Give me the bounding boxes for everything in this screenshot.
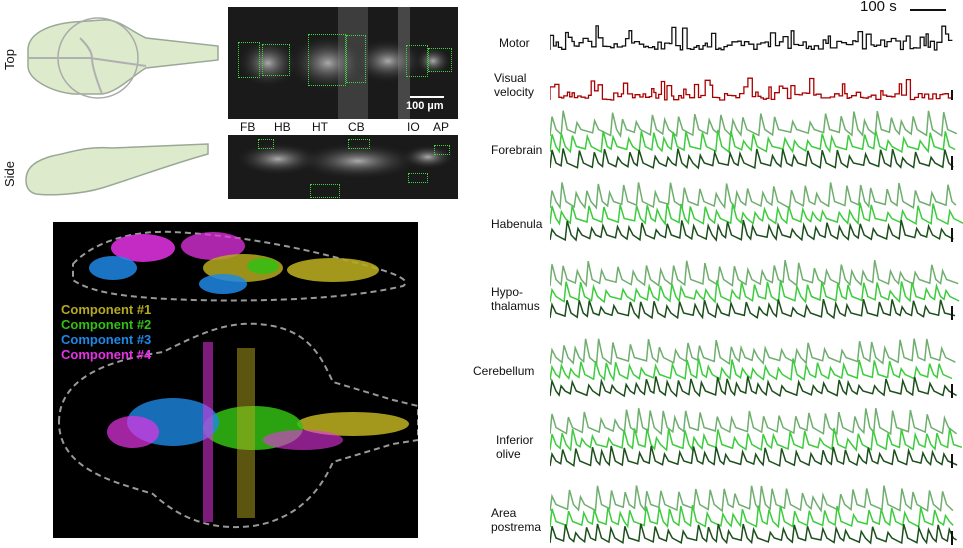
row-label-forebrain: Forebrain — [491, 143, 543, 157]
trace-cerebellum-dark — [550, 376, 957, 398]
roi-habenula — [262, 44, 290, 76]
trace-motor — [550, 25, 953, 51]
trace-hypothalamus-dark — [550, 298, 956, 320]
trace-area-postrema-dark — [550, 523, 957, 545]
abbrev-cb: CB — [348, 120, 365, 134]
trace-inferior-olive-light — [550, 408, 958, 436]
scalebar-label: 100 µm — [406, 100, 444, 112]
abbrev-io: IO — [407, 120, 420, 134]
trace-cerebellum-light — [550, 338, 956, 366]
trace-hypothalamus-mid — [550, 280, 960, 304]
abbrev-hb: HB — [274, 120, 291, 134]
time-scalebar-line — [910, 9, 946, 11]
roi-side-forebrain — [258, 139, 274, 149]
abbrev-ht: HT — [312, 120, 328, 134]
component-map — [57, 230, 418, 529]
scalebar-line — [410, 96, 444, 98]
fish-top-schematic — [27, 17, 219, 99]
trace-habenula-light — [550, 182, 957, 210]
row-label-visual-velocity: Visual velocity — [494, 71, 534, 99]
component-legend: Component #1 Component #2 Component #3 C… — [61, 302, 151, 362]
trace-visual-velocity — [550, 77, 953, 101]
row-label-hypothalamus: Hypo- thalamus — [491, 285, 540, 313]
row-label-area-postrema: Area postrema — [491, 506, 542, 534]
row-label-motor: Motor — [499, 36, 530, 50]
trace-habenula-dark — [550, 219, 954, 242]
roi-forebrain — [238, 42, 260, 78]
roi-side-io — [408, 173, 428, 183]
trace-forebrain-mid — [550, 129, 956, 154]
trace-area-postrema-mid — [550, 505, 954, 529]
legend-component-1: Component #1 — [61, 302, 152, 317]
trace-inferior-olive-dark — [550, 445, 958, 467]
trace-forebrain-light — [550, 110, 958, 139]
fish-side-schematic — [25, 143, 209, 196]
abbrev-fb: FB — [240, 120, 256, 134]
visual-label: Visual velocity — [494, 71, 535, 99]
roi-inferior-olive — [406, 45, 428, 77]
row-label-inferior-olive: Inferior olive — [496, 433, 534, 461]
roi-side-ap — [434, 145, 450, 155]
legend-component-3: Component #3 — [61, 332, 152, 347]
legend-component-2: Component #2 — [61, 317, 152, 332]
trace-forebrain-dark — [550, 148, 954, 170]
trace-cerebellum-mid — [550, 358, 953, 382]
trace-inferior-olive-mid — [550, 427, 963, 452]
roi-area-postrema — [428, 48, 452, 72]
micrograph-side-signal — [236, 143, 454, 179]
row-label-habenula: Habenula — [491, 217, 543, 231]
time-scalebar-label: 100 s — [860, 0, 897, 15]
row-label-cerebellum: Cerebellum — [473, 364, 535, 378]
abbrev-ap: AP — [433, 120, 450, 134]
micrograph-side — [228, 135, 458, 199]
side-view-label: Side — [2, 160, 17, 187]
activity-traces — [550, 25, 963, 545]
micrograph-top: 100 µm — [228, 7, 458, 119]
trace-area-postrema-light — [550, 485, 954, 513]
roi-side-cerebellum — [348, 139, 370, 149]
roi-cerebellum — [346, 35, 366, 83]
top-view-label: Top — [2, 49, 17, 70]
legend-component-4: Component #4 — [61, 347, 152, 362]
component-map-panel: Component #1 Component #2 Component #3 C… — [53, 222, 418, 538]
trace-hypothalamus-light — [550, 259, 959, 288]
trace-habenula-mid — [550, 202, 963, 226]
roi-side-hypothalamus — [310, 184, 340, 198]
roi-hypothalamus — [308, 34, 346, 86]
